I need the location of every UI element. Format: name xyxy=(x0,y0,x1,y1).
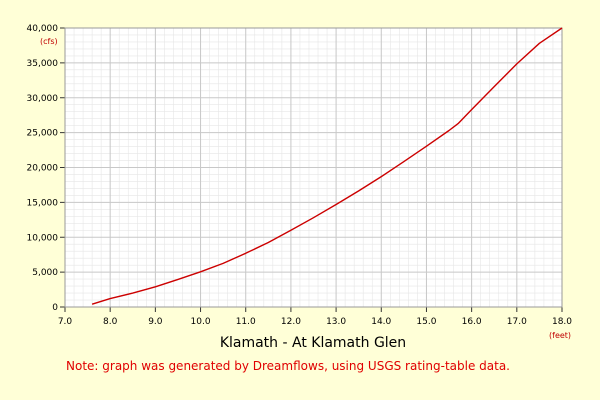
y-tick-label: 30,000 xyxy=(27,94,59,104)
y-tick-label: 15,000 xyxy=(27,198,59,208)
x-tick-label: 17.0 xyxy=(507,317,527,327)
x-tick-label: 7.0 xyxy=(58,317,73,327)
x-tick-label: 16.0 xyxy=(462,317,482,327)
x-tick-label: 15.0 xyxy=(416,317,436,327)
x-tick-label: 12.0 xyxy=(281,317,301,327)
y-tick-label: 5,000 xyxy=(32,268,58,278)
y-tick-label: 25,000 xyxy=(27,129,59,139)
chart-note: Note: graph was generated by Dreamflows,… xyxy=(66,359,510,373)
x-tick-label: 10.0 xyxy=(191,317,211,327)
y-tick-label: 10,000 xyxy=(27,233,59,243)
x-tick-label: 13.0 xyxy=(326,317,346,327)
x-unit-label: (feet) xyxy=(549,331,571,340)
y-tick-label: 40,000 xyxy=(27,24,59,34)
chart-title: Klamath - At Klamath Glen xyxy=(220,335,406,351)
x-tick-label: 9.0 xyxy=(148,317,163,327)
x-tick-label: 8.0 xyxy=(103,317,118,327)
y-unit-label: (cfs) xyxy=(40,37,58,46)
plot-frame xyxy=(64,27,563,308)
x-tick-label: 18.0 xyxy=(552,317,572,327)
y-tick-label: 35,000 xyxy=(27,59,59,69)
y-tick-label: 20,000 xyxy=(27,164,59,174)
x-tick-label: 11.0 xyxy=(236,317,256,327)
rating-curve-line xyxy=(91,27,563,305)
y-tick-label: 0 xyxy=(52,303,58,313)
x-tick-label: 14.0 xyxy=(371,317,391,327)
